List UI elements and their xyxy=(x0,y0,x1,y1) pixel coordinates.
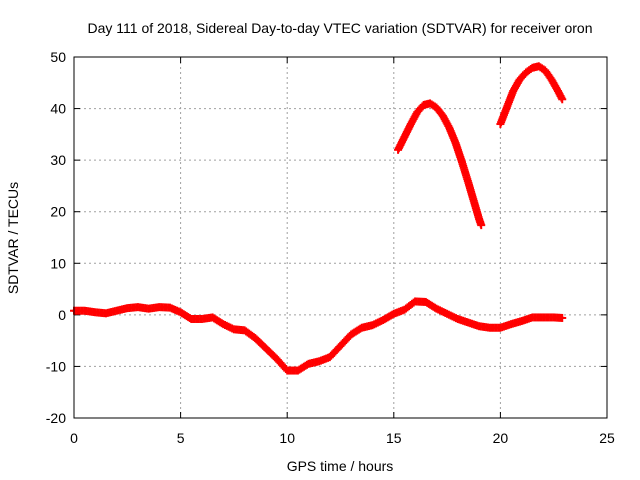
y-tick-label: 20 xyxy=(50,204,66,220)
y-tick-label: 0 xyxy=(58,307,66,323)
x-tick-label: 0 xyxy=(70,430,78,446)
x-tick-label: 25 xyxy=(599,430,615,446)
data-point xyxy=(558,313,567,322)
x-tick-label: 15 xyxy=(386,430,402,446)
plot-frame xyxy=(73,56,608,419)
data-points xyxy=(70,62,567,375)
y-tick-label: 30 xyxy=(50,152,66,168)
x-tick-label: 20 xyxy=(493,430,509,446)
y-tick-label: 10 xyxy=(50,255,66,271)
y-axis-label: SDTVAR / TECUs xyxy=(5,182,21,294)
x-tick-label: 5 xyxy=(177,430,185,446)
y-tick-label: 50 xyxy=(50,49,66,65)
data-point xyxy=(558,95,567,104)
data-point xyxy=(477,221,486,230)
y-tick-label: 40 xyxy=(50,101,66,117)
axes: 0 5 10 15 20 25 -20 -10 0 10 20 30 40 50 xyxy=(46,49,615,446)
y-tick-label: -10 xyxy=(46,358,66,374)
chart-title: Day 111 of 2018, Sidereal Day-to-day VTE… xyxy=(88,20,593,36)
x-tick-label: 10 xyxy=(279,430,295,446)
x-axis-label: GPS time / hours xyxy=(287,458,394,474)
y-tick-label: -20 xyxy=(46,410,66,426)
